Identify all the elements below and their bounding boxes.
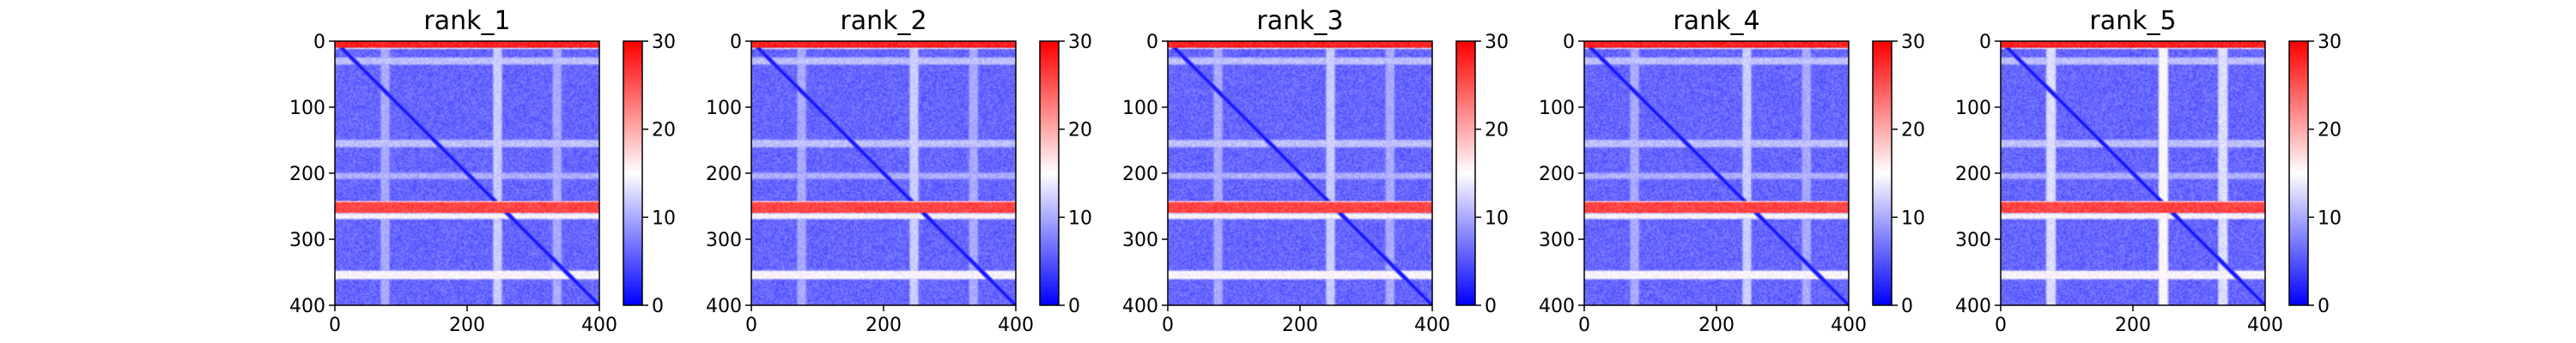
colorbar-gradient [623,41,642,305]
heatmap-image [1584,41,1849,305]
colorbar-tick-label: 10 [1068,208,1092,229]
x-tick-label: 200 [1698,315,1735,336]
x-tick-label: 0 [1995,315,2007,336]
y-tick-label: 100 [706,98,742,119]
panel-title: rank_4 [1673,6,1759,36]
colorbar-tick-label: 0 [1901,296,1913,317]
colorbar-frame [623,40,643,306]
x-tick-label: 0 [745,315,757,336]
heatmap-image [1168,41,1432,305]
y-tick-label: 300 [1539,230,1575,251]
colorbar-tick-label: 30 [1901,32,1925,53]
y-tick-label: 300 [1122,230,1158,251]
panel-title: rank_2 [840,6,927,36]
colorbar-gradient [2289,41,2308,305]
colorbar-tick-label: 30 [652,32,676,53]
colorbar-tick-label: 30 [2318,32,2342,53]
y-tick-label: 100 [289,98,325,119]
colorbar-gradient [1456,41,1475,305]
y-tick-label: 200 [1122,164,1158,185]
y-tick-label: 100 [1539,98,1575,119]
x-tick-label: 400 [998,315,1034,336]
y-tick-label: 200 [1539,164,1575,185]
colorbar-tick-label: 0 [652,296,664,317]
colorbar-tick-label: 10 [652,208,676,229]
y-tick-label: 400 [289,296,325,317]
colorbar-tick-label: 10 [1485,208,1509,229]
colorbar-tick-label: 30 [1068,32,1092,53]
x-tick-label: 0 [1578,315,1590,336]
colorbar-frame [1455,40,1476,306]
x-tick-label: 200 [866,315,902,336]
y-tick-label: 200 [1955,164,1991,185]
panel-title: rank_3 [1256,6,1343,36]
y-tick-label: 0 [1146,32,1158,53]
y-tick-label: 300 [289,230,325,251]
colorbar-gradient [1040,41,1059,305]
y-tick-label: 0 [1979,32,1991,53]
y-tick-label: 300 [1955,230,1991,251]
x-tick-label: 400 [2247,315,2283,336]
y-tick-label: 0 [1563,32,1575,53]
colorbar-tick-label: 10 [2318,208,2342,229]
colorbar-tick-label: 20 [2318,120,2342,141]
x-tick-label: 200 [2115,315,2151,336]
x-tick-label: 400 [581,315,617,336]
y-tick-label: 400 [706,296,742,317]
x-tick-label: 200 [1282,315,1318,336]
colorbar-tick-label: 20 [1068,120,1092,141]
colorbar-frame [2288,40,2309,306]
heatmap-image [2001,41,2265,305]
y-tick-label: 400 [1539,296,1575,317]
panel-title: rank_1 [423,6,510,36]
colorbar-frame [1872,40,1893,306]
x-tick-label: 400 [1414,315,1450,336]
y-tick-label: 100 [1122,98,1158,119]
heatmap-image [751,41,1016,305]
x-tick-label: 0 [1162,315,1174,336]
x-tick-label: 400 [1831,315,1867,336]
y-tick-label: 400 [1955,296,1991,317]
y-tick-label: 400 [1122,296,1158,317]
colorbar-tick-label: 20 [1901,120,1925,141]
colorbar-tick-label: 20 [652,120,676,141]
x-tick-label: 200 [449,315,485,336]
x-tick-label: 0 [329,315,341,336]
colorbar-tick-label: 0 [1068,296,1080,317]
colorbar-frame [1039,40,1060,306]
y-tick-label: 200 [289,164,325,185]
colorbar-tick-label: 0 [2318,296,2330,317]
y-tick-label: 100 [1955,98,1991,119]
colorbar-gradient [1873,41,1892,305]
colorbar-tick-label: 0 [1485,296,1497,317]
y-tick-label: 200 [706,164,742,185]
heatmap-image [335,41,599,305]
y-tick-label: 300 [706,230,742,251]
colorbar-tick-label: 10 [1901,208,1925,229]
colorbar-tick-label: 20 [1485,120,1509,141]
panel-title: rank_5 [2089,6,2176,36]
colorbar-tick-label: 30 [1485,32,1509,53]
y-tick-label: 0 [313,32,325,53]
y-tick-label: 0 [730,32,742,53]
